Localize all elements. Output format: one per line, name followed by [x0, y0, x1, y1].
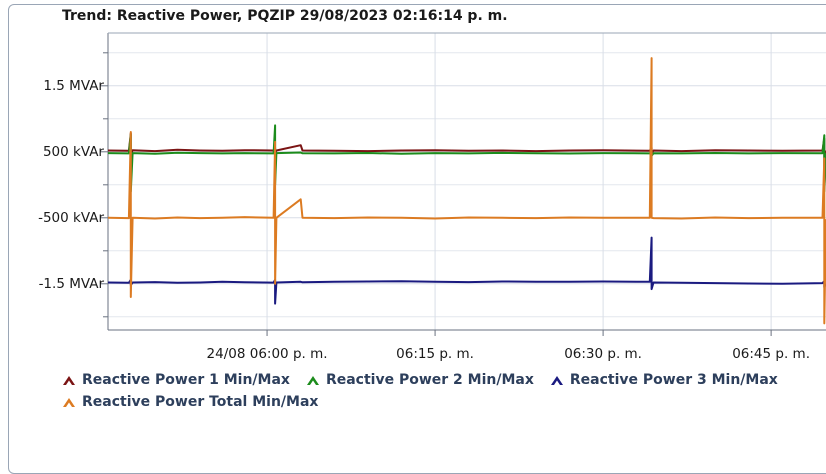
legend: Reactive Power 1 Min/Max Reactive Power 2…: [62, 372, 826, 410]
plot-area: [108, 33, 826, 330]
series-line: [108, 236, 826, 305]
series-line: [108, 132, 826, 190]
legend-label: Reactive Power 1 Min/Max: [82, 372, 290, 388]
y-tick-label: 1.5 MVAr: [43, 78, 104, 94]
series-line: [108, 57, 826, 325]
legend-item[interactable]: Reactive Power Total Min/Max: [62, 394, 318, 410]
legend-label: Reactive Power 3 Min/Max: [569, 372, 778, 388]
legend-item[interactable]: Reactive Power 3 Min/Max: [550, 372, 778, 388]
legend-item[interactable]: Reactive Power 1 Min/Max: [62, 372, 290, 388]
y-tick-label: -1.5 MVAr: [39, 276, 105, 292]
legend-icon: [306, 376, 319, 385]
plot-lines: [108, 57, 826, 325]
legend-label: Reactive Power Total Min/Max: [82, 394, 319, 410]
page: {"chart_data": {"type": "line", "title":…: [8, 4, 826, 474]
x-tick-label: 06:15 p. m.: [396, 346, 474, 362]
legend-icon: [63, 376, 75, 385]
x-tick-label: 06:30 p. m.: [564, 346, 642, 362]
x-tick-label: 06:45 p. m.: [732, 346, 810, 362]
legend-label: Reactive Power 2 Min/Max: [325, 372, 534, 388]
chart: Trend: Reactive Power, PQZIP 29/08/2023 …: [38, 8, 826, 362]
legend-item[interactable]: Reactive Power 2 Min/Max: [306, 372, 534, 388]
x-tick-label: 24/08 06:00 p. m.: [207, 346, 328, 362]
legend-icon: [550, 376, 563, 385]
series-line: [108, 124, 826, 193]
y-tick-label: -500 kVAr: [38, 210, 104, 226]
legend-icon: [63, 398, 75, 407]
chart-title: Trend: Reactive Power, PQZIP 29/08/2023 …: [62, 8, 508, 24]
y-tick-label: 500 kVAr: [43, 144, 104, 160]
